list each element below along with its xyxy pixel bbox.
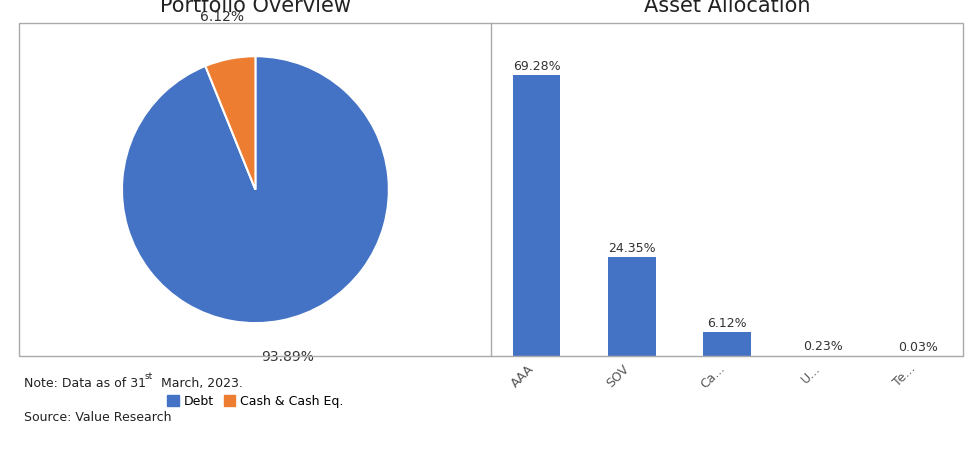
- Text: 6.12%: 6.12%: [199, 10, 244, 24]
- Text: 0.23%: 0.23%: [803, 340, 843, 354]
- Text: March, 2023.: March, 2023.: [158, 377, 243, 390]
- Text: 6.12%: 6.12%: [707, 317, 747, 329]
- Legend: Debt, Cash & Cash Eq.: Debt, Cash & Cash Eq.: [164, 392, 346, 410]
- Text: 0.03%: 0.03%: [898, 341, 938, 354]
- Text: Note: Data as of 31: Note: Data as of 31: [24, 377, 146, 390]
- Bar: [703, 332, 751, 356]
- Text: 93.89%: 93.89%: [262, 351, 314, 364]
- Title: Portfolio Overview: Portfolio Overview: [160, 0, 351, 16]
- Text: 24.35%: 24.35%: [608, 242, 656, 255]
- Wedge shape: [205, 56, 256, 190]
- Bar: [513, 74, 560, 356]
- Bar: [608, 257, 656, 356]
- Wedge shape: [122, 56, 389, 323]
- Title: Asset Allocation: Asset Allocation: [644, 0, 811, 16]
- Text: st: st: [144, 372, 153, 381]
- Text: 69.28%: 69.28%: [513, 59, 560, 73]
- Text: Source: Value Research: Source: Value Research: [24, 411, 172, 424]
